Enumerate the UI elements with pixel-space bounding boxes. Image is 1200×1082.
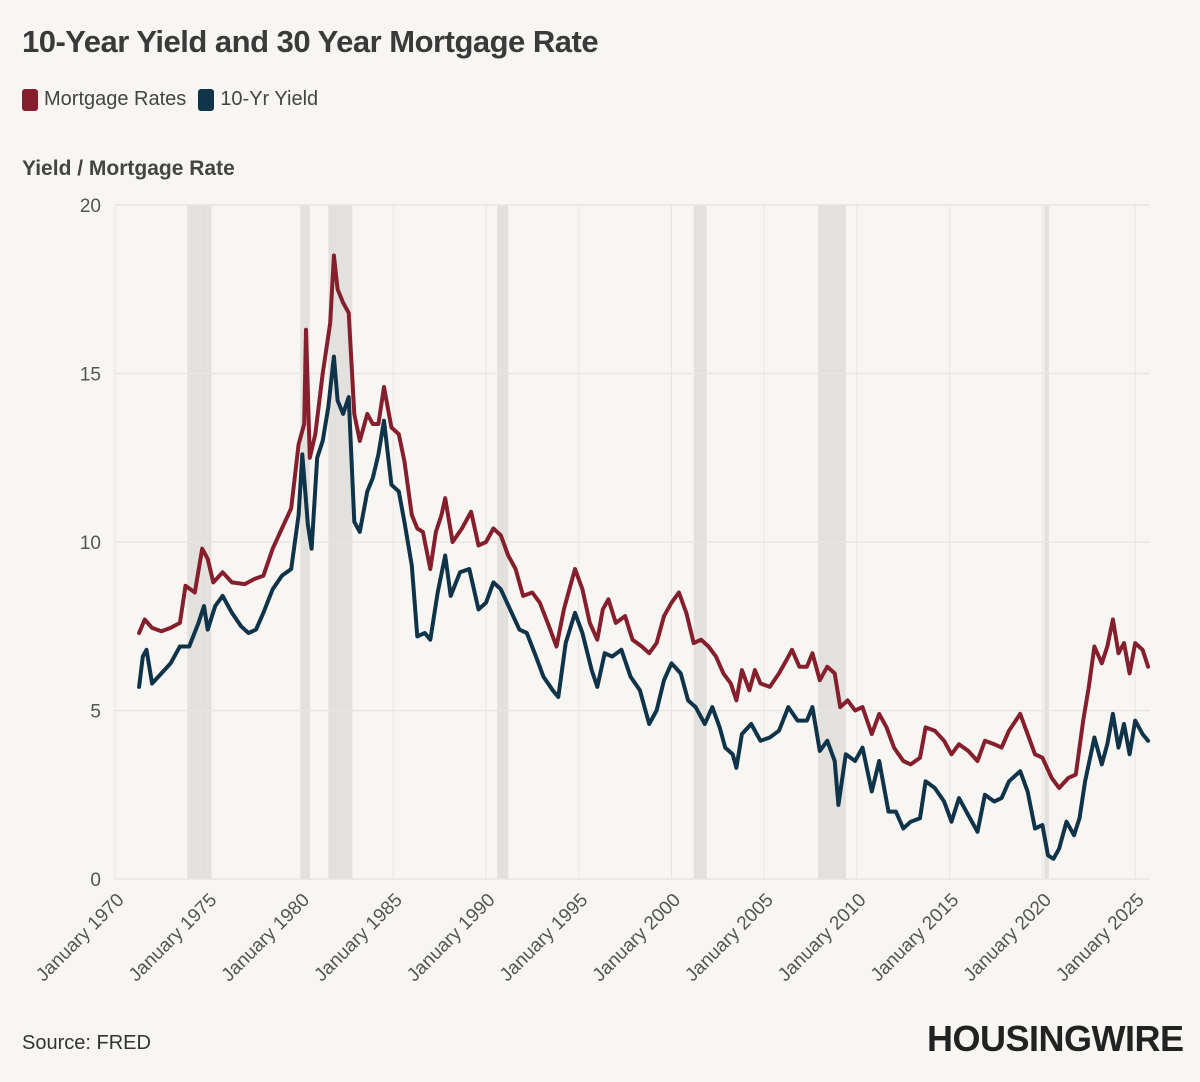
legend-item-mortgage-rates[interactable]: Mortgage Rates bbox=[22, 88, 186, 111]
legend-label-mortgage-rates: Mortgage Rates bbox=[44, 88, 187, 110]
x-tick-label-2010: January 2010 bbox=[774, 890, 870, 986]
y-tick-label-0: 0 bbox=[90, 870, 101, 891]
x-tick-label-1970: January 1970 bbox=[32, 890, 128, 986]
legend: Mortgage Rates 10-Yr Yield bbox=[22, 88, 330, 111]
x-tick-label-2005: January 2005 bbox=[681, 890, 777, 986]
x-tick-label-2000: January 2000 bbox=[589, 890, 685, 986]
x-tick-label-2020: January 2020 bbox=[960, 890, 1056, 986]
x-tick-label-1975: January 1975 bbox=[125, 890, 221, 986]
y-tick-label-20: 20 bbox=[80, 196, 101, 217]
chart-title: 10-Year Yield and 30 Year Mortgage Rate bbox=[22, 24, 599, 59]
x-tick-label-1990: January 1990 bbox=[403, 890, 499, 986]
brand-logo: HOUSINGWIRE bbox=[927, 1018, 1184, 1059]
y-tick-label-10: 10 bbox=[80, 533, 101, 554]
series-line-mortgage-rates bbox=[137, 253, 1151, 790]
y-tick-label-5: 5 bbox=[90, 702, 101, 723]
series-line-10yr-yield bbox=[137, 354, 1151, 861]
x-tick-label-2025: January 2025 bbox=[1052, 890, 1148, 986]
source-note: Source: FRED bbox=[22, 1032, 151, 1054]
x-tick-label-1985: January 1985 bbox=[310, 890, 406, 986]
x-tick-label-1980: January 1980 bbox=[218, 890, 314, 986]
legend-item-10yr-yield[interactable]: 10-Yr Yield bbox=[198, 88, 318, 111]
x-tick-label-1995: January 1995 bbox=[496, 890, 592, 986]
legend-swatch-mortgage bbox=[22, 88, 38, 111]
x-tick-label-2015: January 2015 bbox=[867, 890, 963, 986]
y-tick-label-15: 15 bbox=[80, 365, 101, 386]
legend-label-10yr-yield: 10-Yr Yield bbox=[220, 88, 319, 110]
y-axis-label: Yield / Mortgage Rate bbox=[22, 157, 235, 180]
legend-swatch-yield bbox=[198, 88, 215, 111]
